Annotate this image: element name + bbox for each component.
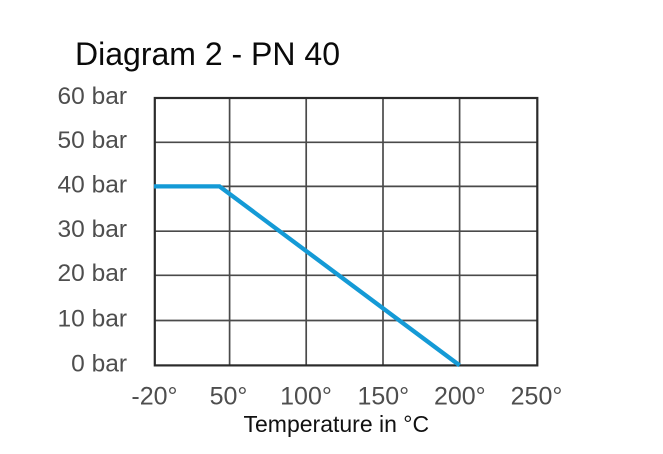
svg-text:60 bar: 60 bar [58, 83, 127, 110]
svg-text:Temperature in °C: Temperature in °C [244, 411, 430, 437]
svg-text:30 bar: 30 bar [58, 216, 127, 243]
svg-text:20 bar: 20 bar [58, 260, 127, 287]
svg-text:100°: 100° [280, 383, 332, 411]
svg-text:50°: 50° [210, 383, 248, 411]
svg-text:40 bar: 40 bar [58, 171, 127, 198]
svg-text:10 bar: 10 bar [58, 305, 127, 332]
svg-text:0 bar: 0 bar [71, 350, 127, 377]
svg-text:200°: 200° [434, 383, 486, 411]
svg-text:250°: 250° [511, 383, 563, 411]
svg-text:150°: 150° [357, 383, 409, 411]
svg-text:-20°: -20° [131, 383, 177, 411]
svg-text:50 bar: 50 bar [58, 127, 127, 154]
svg-text:Diagram 2 - PN 40: Diagram 2 - PN 40 [75, 36, 340, 72]
